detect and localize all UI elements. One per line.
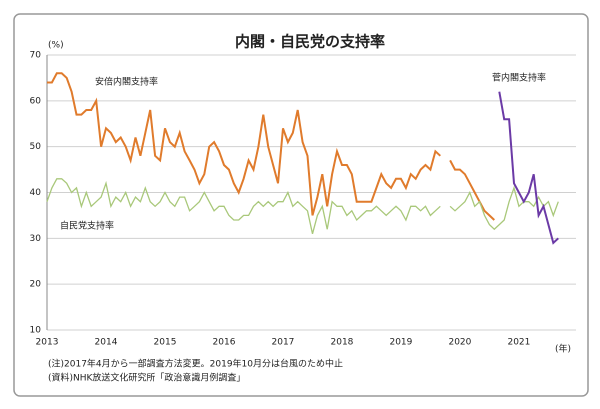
note: (注)2017年4月から一部調査方法変更。2019年10月分は台風のため中止 [48,358,343,370]
series-line [46,178,559,234]
x-tick-label: 2013 [36,338,59,348]
x-tick-label: 2021 [507,338,530,348]
x-unit: (年) [555,343,571,355]
y-tick-label: 20 [30,280,42,290]
x-tick-label: 2014 [95,338,118,348]
y-tick-label: 50 [30,142,42,152]
y-tick-label: 70 [30,51,42,61]
x-tick-label: 2018 [331,338,354,348]
y-tick-label: 60 [30,96,42,106]
x-tick-label: 2020 [448,338,471,348]
series-line [47,72,495,221]
series-label: 菅内閣支持率 [492,72,546,84]
x-tick-label: 2016 [213,338,236,348]
x-tick-label: 2015 [154,338,177,348]
y-unit: (%) [48,41,64,51]
y-tick-label: 30 [30,234,42,244]
source: (資料)NHK放送文化研究所「政治意識月例調査」 [48,372,245,384]
y-tick-label: 40 [30,188,42,198]
series-label: 自民党支持率 [60,220,114,232]
series-line [498,91,559,245]
chart-title: 内閣・自民党の支持率 [235,33,385,51]
series-label: 安倍内閣支持率 [95,76,158,88]
x-tick-label: 2019 [389,338,412,348]
y-tick-label: 10 [30,326,42,336]
x-tick-label: 2017 [272,338,295,348]
